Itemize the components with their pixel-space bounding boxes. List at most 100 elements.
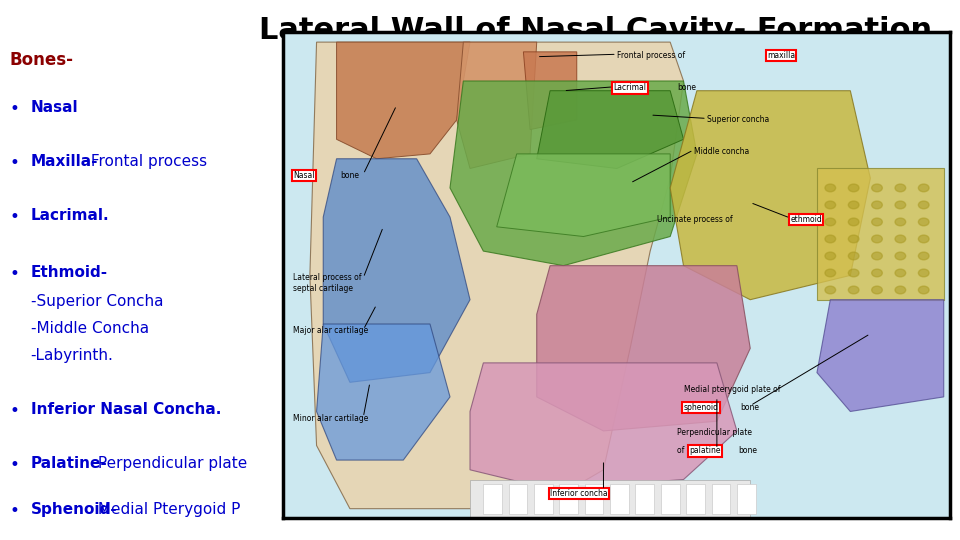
Text: -Superior Concha: -Superior Concha [31,294,163,309]
Text: of: of [677,447,686,455]
Text: Frontal process: Frontal process [86,154,207,169]
Text: Middle concha: Middle concha [693,146,749,156]
Bar [611,484,629,514]
Polygon shape [324,159,470,382]
Circle shape [919,252,929,260]
Text: •: • [10,154,19,172]
Text: •: • [10,502,19,520]
Text: -Middle Concha: -Middle Concha [31,321,149,336]
Text: •: • [10,265,19,282]
Circle shape [872,218,882,226]
Circle shape [872,184,882,192]
Text: bone: bone [740,403,759,411]
Text: Maxilla-: Maxilla- [31,154,98,169]
Polygon shape [457,42,537,168]
Polygon shape [670,91,871,300]
Text: Perpendicular plate: Perpendicular plate [677,429,752,437]
Text: •: • [10,456,19,474]
Bar [686,484,705,514]
Text: •: • [10,208,19,226]
Text: Inferior Nasal Concha.: Inferior Nasal Concha. [31,402,221,417]
Bar [470,480,751,518]
Circle shape [825,286,835,294]
Polygon shape [537,266,751,431]
Bar [560,484,578,514]
Circle shape [825,184,835,192]
Circle shape [849,235,859,243]
Polygon shape [470,363,737,489]
Circle shape [849,201,859,209]
Text: -Labyrinth.: -Labyrinth. [31,348,113,363]
Polygon shape [337,42,470,159]
Text: sphenoid: sphenoid [684,403,718,411]
Text: Lacrimal.: Lacrimal. [31,208,109,223]
Text: Inferior concha: Inferior concha [550,489,608,498]
Bar [585,484,604,514]
Text: Superior concha: Superior concha [707,115,769,124]
Circle shape [849,286,859,294]
Circle shape [919,286,929,294]
Circle shape [919,235,929,243]
Text: Lateral Wall of Nasal Cavity- Formation: Lateral Wall of Nasal Cavity- Formation [258,16,932,45]
Circle shape [872,252,882,260]
Circle shape [895,286,905,294]
Circle shape [895,252,905,260]
Polygon shape [523,52,577,130]
Circle shape [895,201,905,209]
Circle shape [825,269,835,277]
Text: •: • [10,402,19,420]
Text: Perpendicular plate: Perpendicular plate [93,456,247,471]
Bar [484,484,502,514]
Polygon shape [310,42,684,509]
Text: Sphenoid-: Sphenoid- [31,502,117,517]
Text: •: • [10,100,19,118]
Bar [660,484,680,514]
Polygon shape [317,324,450,460]
Bar [711,484,731,514]
Polygon shape [496,154,670,237]
Circle shape [895,235,905,243]
Circle shape [919,269,929,277]
Text: Lacrimal: Lacrimal [613,83,646,92]
Polygon shape [450,81,697,266]
Circle shape [825,201,835,209]
Circle shape [919,184,929,192]
Circle shape [895,184,905,192]
Text: Lateral process of
septal cartilage: Lateral process of septal cartilage [293,273,362,293]
Circle shape [919,201,929,209]
Text: Palatine-: Palatine- [31,456,108,471]
Text: bone: bone [340,171,359,180]
Bar [534,484,553,514]
Bar [509,484,527,514]
Circle shape [825,218,835,226]
Text: Ethmoid-: Ethmoid- [31,265,108,280]
Circle shape [849,252,859,260]
Text: maxilla: maxilla [767,51,795,60]
Text: Nasal: Nasal [293,171,315,180]
Text: Frontal process of: Frontal process of [616,51,687,60]
Bar [636,484,654,514]
Circle shape [872,235,882,243]
Text: Medial pterygoid plate of: Medial pterygoid plate of [684,384,780,394]
Circle shape [872,269,882,277]
Text: ethmoid: ethmoid [790,214,822,224]
Polygon shape [817,300,944,411]
Bar [737,484,756,514]
Text: bone: bone [738,447,757,455]
Circle shape [825,235,835,243]
Circle shape [849,218,859,226]
Text: Nasal: Nasal [31,100,79,115]
Circle shape [825,252,835,260]
Circle shape [895,218,905,226]
Circle shape [895,269,905,277]
Text: Minor alar cartilage: Minor alar cartilage [293,414,369,423]
Circle shape [849,184,859,192]
Polygon shape [537,91,684,168]
Text: Bones-: Bones- [10,51,74,69]
Circle shape [872,201,882,209]
Circle shape [849,269,859,277]
Circle shape [919,218,929,226]
Text: Major alar cartilage: Major alar cartilage [293,326,369,335]
Circle shape [872,286,882,294]
Text: palatine: palatine [689,447,720,455]
